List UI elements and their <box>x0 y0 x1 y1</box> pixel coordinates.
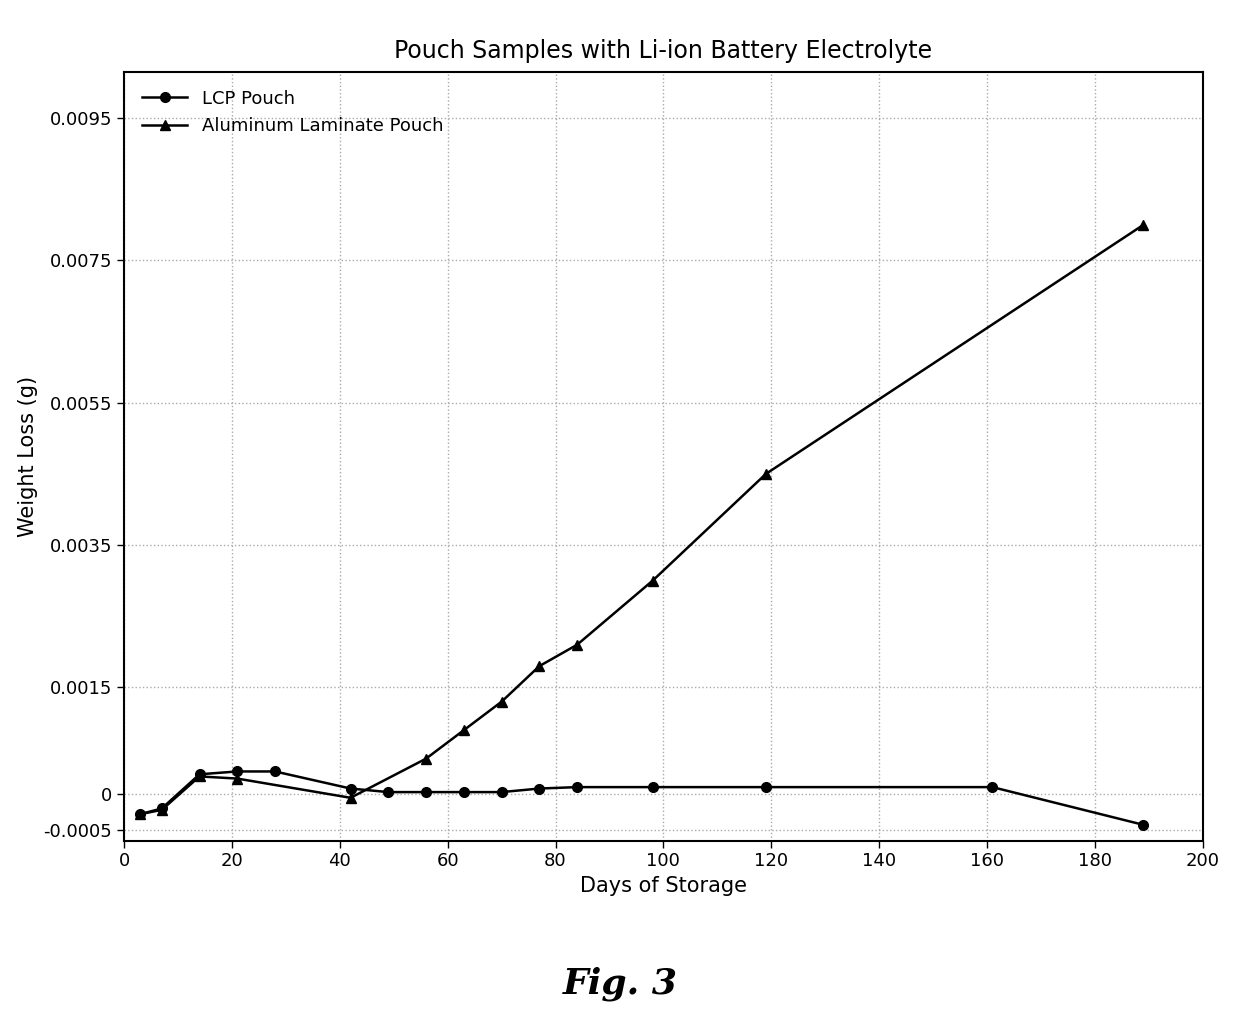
Aluminum Laminate Pouch <box>343 791 358 804</box>
LCP Pouch <box>229 766 244 778</box>
LCP Pouch <box>494 786 508 798</box>
LCP Pouch <box>985 781 999 793</box>
Aluminum Laminate Pouch <box>133 808 148 820</box>
Aluminum Laminate Pouch <box>419 752 434 765</box>
LCP Pouch <box>759 781 774 793</box>
Aluminum Laminate Pouch <box>494 696 508 708</box>
Line: Aluminum Laminate Pouch: Aluminum Laminate Pouch <box>135 220 1148 819</box>
LCP Pouch <box>343 782 358 794</box>
Aluminum Laminate Pouch <box>645 575 660 587</box>
LCP Pouch <box>569 781 584 793</box>
Aluminum Laminate Pouch <box>759 467 774 480</box>
LCP Pouch <box>381 786 396 798</box>
LCP Pouch <box>645 781 660 793</box>
X-axis label: Days of Storage: Days of Storage <box>580 875 746 896</box>
LCP Pouch <box>419 786 434 798</box>
Aluminum Laminate Pouch <box>532 660 547 672</box>
Text: Fig. 3: Fig. 3 <box>563 967 677 1001</box>
LCP Pouch <box>456 786 471 798</box>
LCP Pouch <box>192 768 207 780</box>
Aluminum Laminate Pouch <box>569 639 584 651</box>
LCP Pouch <box>532 782 547 794</box>
Aluminum Laminate Pouch <box>1136 218 1151 231</box>
Y-axis label: Weight Loss (g): Weight Loss (g) <box>17 375 38 537</box>
Legend: LCP Pouch, Aluminum Laminate Pouch: LCP Pouch, Aluminum Laminate Pouch <box>133 81 453 144</box>
Aluminum Laminate Pouch <box>154 804 169 816</box>
Line: LCP Pouch: LCP Pouch <box>135 767 1148 829</box>
Title: Pouch Samples with Li-ion Battery Electrolyte: Pouch Samples with Li-ion Battery Electr… <box>394 39 932 63</box>
Aluminum Laminate Pouch <box>456 724 471 736</box>
Aluminum Laminate Pouch <box>229 773 244 785</box>
Aluminum Laminate Pouch <box>192 771 207 783</box>
LCP Pouch <box>154 803 169 815</box>
LCP Pouch <box>133 808 148 820</box>
LCP Pouch <box>1136 819 1151 831</box>
LCP Pouch <box>268 766 283 778</box>
